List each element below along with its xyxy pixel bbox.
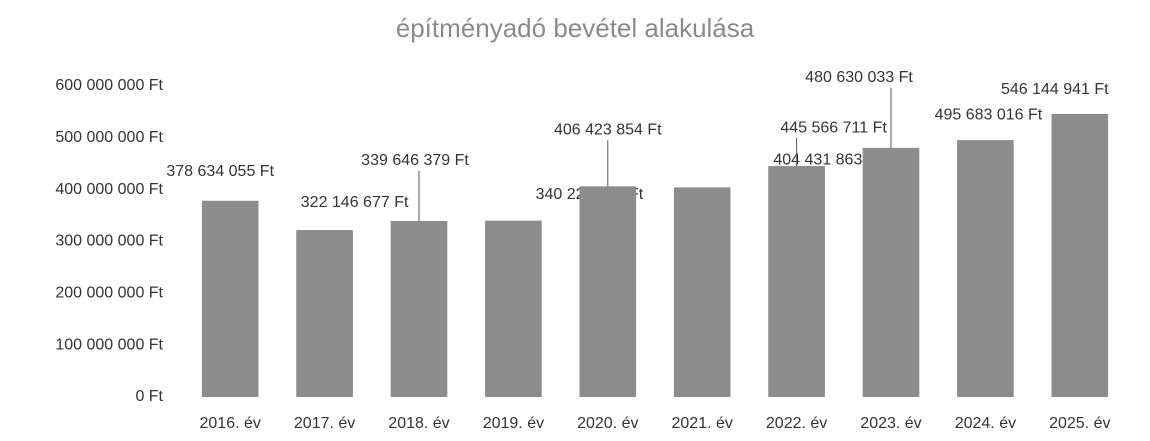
y-tick-label: 400 000 000 Ft <box>55 181 163 198</box>
x-tick-label: 2022. év <box>766 415 827 432</box>
x-tick-label: 2025. év <box>1049 415 1110 432</box>
data-label: 546 144 941 Ft <box>1001 81 1109 98</box>
y-tick-label: 500 000 000 Ft <box>55 129 163 146</box>
data-label: 406 423 854 Ft <box>554 122 662 139</box>
bar <box>768 166 825 397</box>
y-tick-label: 600 000 000 Ft <box>55 77 163 94</box>
data-label: 480 630 033 Ft <box>805 69 913 86</box>
bar <box>485 220 542 397</box>
y-tick-label: 200 000 000 Ft <box>55 285 163 302</box>
data-label: 378 634 055 Ft <box>166 163 274 180</box>
data-label: 339 646 379 Ft <box>361 152 469 169</box>
y-tick-label: 300 000 000 Ft <box>55 233 163 250</box>
x-tick-label: 2018. év <box>388 415 449 432</box>
bar <box>862 147 920 397</box>
bar <box>296 230 353 397</box>
bar <box>673 187 731 397</box>
bar <box>201 200 259 397</box>
x-tick-label: 2017. év <box>294 415 355 432</box>
data-label: 495 683 016 Ft <box>935 106 1043 123</box>
bar <box>957 140 1014 397</box>
y-tick-label: 100 000 000 Ft <box>55 336 163 353</box>
x-tick-label: 2024. év <box>955 415 1016 432</box>
x-tick-label: 2023. év <box>860 415 921 432</box>
x-tick-label: 2021. év <box>672 415 733 432</box>
bar <box>579 186 637 397</box>
x-tick-label: 2020. év <box>577 415 638 432</box>
data-label: 322 146 677 Ft <box>301 194 409 211</box>
data-label: 404 431 863 Ft <box>773 152 881 169</box>
x-tick-label: 2019. év <box>483 415 544 432</box>
bar <box>390 220 448 397</box>
bar <box>1051 113 1109 398</box>
x-tick-label: 2016. év <box>200 415 261 432</box>
data-label: 445 566 711 Ft <box>780 119 887 136</box>
y-tick-label: 0 Ft <box>135 388 163 405</box>
chart-title: építményadó bevétel alakulása <box>396 13 755 43</box>
